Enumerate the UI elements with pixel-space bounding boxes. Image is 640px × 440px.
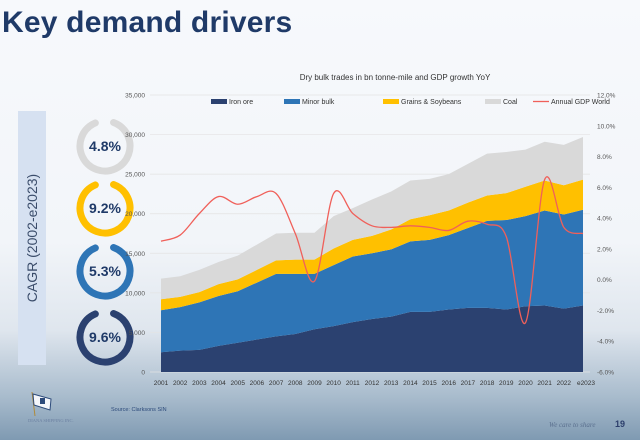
y-tick-label: 0 (141, 370, 145, 377)
legend-label: Annual GDP World (551, 99, 610, 106)
line-annual-gdp-world (160, 176, 584, 324)
x-tick-label: 2020 (518, 380, 533, 387)
y-tick-label: 35,000 (125, 93, 145, 100)
x-tick-label: 2022 (557, 380, 572, 387)
y2-tick-label: 8.0% (597, 154, 612, 161)
y2-tick-label: -6.0% (597, 370, 614, 377)
x-tick-label: 2015 (422, 380, 437, 387)
x-tick-label: 2018 (480, 380, 495, 387)
legend-swatch (485, 99, 501, 104)
y-tick-label: 25,000 (125, 172, 145, 179)
x-tick-label: 2008 (288, 380, 303, 387)
cagr-value: 9.6% (89, 329, 121, 345)
y2-tick-label: 12.0% (597, 93, 616, 100)
cagr-ring: 9.2% (75, 178, 135, 238)
cagr-ring: 9.6% (75, 307, 135, 367)
x-tick-label: 2003 (192, 380, 207, 387)
page-number: 19 (615, 419, 626, 429)
y2-tick-label: 4.0% (597, 216, 612, 223)
area-coal (161, 136, 583, 300)
x-tick-label: 2012 (365, 380, 380, 387)
x-tick-label: 2009 (307, 380, 322, 387)
cagr-value: 9.2% (89, 200, 121, 216)
x-tick-label: 2011 (346, 380, 360, 387)
diana-shipping-logo (31, 391, 52, 417)
y-tick-label: 15,000 (125, 251, 145, 258)
x-tick-label: 2021 (537, 380, 552, 387)
y2-tick-label: -4.0% (597, 339, 614, 346)
x-tick-label: 2014 (403, 380, 418, 387)
y-tick-label: 5,000 (129, 330, 146, 337)
area-grains-soybeans (161, 179, 583, 311)
y2-tick-label: 2.0% (597, 246, 612, 253)
source-note: Source: Clarksons SIN (111, 407, 167, 413)
x-tick-label: 2013 (384, 380, 399, 387)
y-tick-label: 20,000 (125, 211, 145, 218)
area-iron-ore (161, 305, 583, 372)
legend-swatch (284, 99, 300, 104)
x-tick-label: 2010 (326, 380, 341, 387)
y2-tick-label: 6.0% (597, 185, 612, 192)
x-tick-label: 2007 (269, 380, 284, 387)
x-tick-label: 2005 (230, 380, 245, 387)
x-tick-label: 2006 (250, 380, 265, 387)
cagr-ring: 5.3% (75, 241, 135, 301)
tagline: We care to share (549, 421, 596, 429)
y2-tick-label: -2.0% (597, 308, 614, 315)
y-tick-label: 30,000 (125, 132, 145, 139)
slide-title: Key demand drivers (2, 6, 293, 39)
x-tick-label: 2001 (154, 380, 169, 387)
logo-text: DIANA SHIPPING INC. (28, 418, 74, 423)
x-tick-label: 2019 (499, 380, 514, 387)
legend-swatch (211, 99, 227, 104)
legend-label: Grains & Soybeans (401, 99, 462, 106)
x-tick-label: 2004 (211, 380, 226, 387)
cagr-panel (18, 111, 46, 365)
legend-label: Iron ore (229, 99, 253, 106)
x-tick-label: e2023 (577, 380, 595, 387)
cagr-value: 4.8% (89, 138, 121, 154)
y2-tick-label: 10.0% (597, 123, 616, 130)
x-tick-label: 2002 (173, 380, 188, 387)
cagr-value: 5.3% (89, 263, 121, 279)
chart-title: Dry bulk trades in bn tonne-mile and GDP… (300, 73, 491, 82)
y-tick-label: 10,000 (125, 290, 145, 297)
cagr-ring: 4.8% (75, 116, 135, 176)
x-tick-label: 2016 (441, 380, 456, 387)
legend-swatch (383, 99, 399, 104)
legend-label: Minor bulk (302, 99, 335, 106)
legend-label: Coal (503, 99, 518, 106)
y2-tick-label: 0.0% (597, 277, 612, 284)
area-minor-bulk (161, 209, 583, 353)
x-tick-label: 2017 (461, 380, 476, 387)
